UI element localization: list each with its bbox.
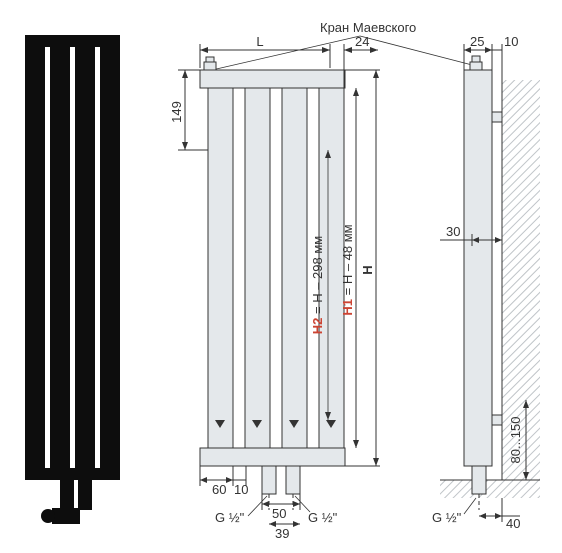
dim-L: L: [256, 34, 263, 49]
dim-30: 30: [446, 224, 460, 239]
dim-50: 50: [272, 506, 286, 521]
dim-10a: 10: [504, 34, 518, 49]
product-photo: [25, 35, 120, 524]
dim-40: 40: [506, 516, 520, 531]
g12-b: G ½": [308, 510, 338, 525]
dim-80-150: 80...150: [508, 417, 523, 464]
dim-25: 25: [470, 34, 484, 49]
technical-diagram: Кран Маевского: [0, 0, 562, 553]
dim-149: 149: [169, 101, 184, 123]
g12-c: G ½": [432, 510, 462, 525]
dim-H1: H1 = H – 48 мм: [340, 224, 355, 315]
dim-60: 60: [212, 482, 226, 497]
g12-a: G ½": [215, 510, 245, 525]
dim-H: H: [360, 265, 375, 274]
dim-H2: H2 = H – 298 мм: [310, 236, 325, 335]
dim-10b: 10: [234, 482, 248, 497]
front-view: L 24 149 H H1 = H – 48 мм H2 = H – 298 м…: [169, 34, 476, 541]
side-view: 25 10 30 80...150 40 G ½": [432, 34, 540, 531]
title-text: Кран Маевского: [320, 20, 416, 35]
dim-39: 39: [275, 526, 289, 541]
dim-24: 24: [355, 34, 369, 49]
